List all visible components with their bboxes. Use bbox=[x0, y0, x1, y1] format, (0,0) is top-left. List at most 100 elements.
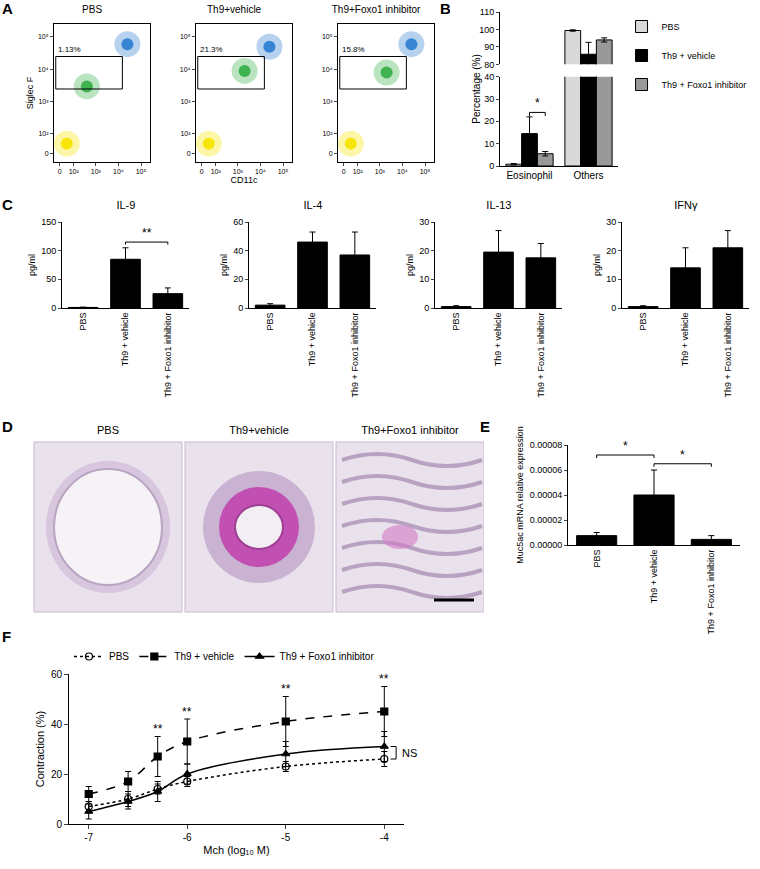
svg-text:Th9 + Foxo1 inhibitor: Th9 + Foxo1 inhibitor bbox=[536, 313, 546, 398]
svg-text:0.00002: 0.00002 bbox=[530, 515, 563, 525]
svg-text:0: 0 bbox=[329, 150, 333, 157]
svg-text:Th9 + vehicle: Th9 + vehicle bbox=[662, 51, 716, 61]
svg-text:Th9 + Foxo1 inhibitor: Th9 + Foxo1 inhibitor bbox=[163, 313, 173, 398]
svg-text:0: 0 bbox=[45, 150, 49, 157]
svg-text:90: 90 bbox=[484, 42, 494, 52]
svg-text:-7: -7 bbox=[84, 832, 93, 843]
svg-text:10⁴: 10⁴ bbox=[255, 168, 266, 175]
svg-text:10⁵: 10⁵ bbox=[38, 33, 49, 40]
svg-text:10⁴: 10⁴ bbox=[113, 168, 124, 175]
svg-text:-4: -4 bbox=[380, 832, 389, 843]
svg-text:PBS: PBS bbox=[638, 313, 648, 331]
svg-text:0: 0 bbox=[238, 303, 243, 313]
svg-text:Muc5ac mRNA relative expressio: Muc5ac mRNA relative expression bbox=[515, 426, 525, 564]
svg-text:10: 10 bbox=[484, 139, 494, 149]
svg-text:20: 20 bbox=[51, 769, 63, 780]
svg-text:20: 20 bbox=[606, 246, 616, 256]
svg-text:pg/ml: pg/ml bbox=[27, 254, 37, 276]
svg-text:80: 80 bbox=[484, 60, 494, 70]
svg-text:Th9 + Foxo1 inhibitor: Th9 + Foxo1 inhibitor bbox=[722, 313, 732, 398]
svg-text:10⁵: 10⁵ bbox=[180, 33, 191, 40]
svg-text:1.13%: 1.13% bbox=[58, 45, 81, 54]
svg-text:PBS: PBS bbox=[78, 313, 88, 331]
svg-text:-5: -5 bbox=[281, 832, 290, 843]
svg-text:10²: 10² bbox=[38, 130, 49, 137]
svg-text:Th9 + vehicle: Th9 + vehicle bbox=[120, 313, 130, 367]
svg-text:60: 60 bbox=[233, 217, 243, 227]
svg-text:0.00000: 0.00000 bbox=[530, 540, 563, 550]
svg-text:10⁴: 10⁴ bbox=[180, 66, 191, 73]
svg-text:10³: 10³ bbox=[180, 98, 191, 105]
svg-text:-6: -6 bbox=[183, 832, 192, 843]
svg-text:Th9 + Foxo1 inhibitor: Th9 + Foxo1 inhibitor bbox=[662, 80, 747, 90]
svg-text:Th9+vehicle: Th9+vehicle bbox=[229, 424, 289, 436]
svg-text:Percentage (%): Percentage (%) bbox=[471, 54, 482, 123]
svg-text:NS: NS bbox=[402, 747, 417, 759]
svg-text:0: 0 bbox=[342, 168, 346, 175]
svg-text:0: 0 bbox=[56, 819, 62, 830]
svg-text:Others: Others bbox=[573, 170, 603, 181]
svg-text:Eosinophil: Eosinophil bbox=[506, 170, 552, 181]
svg-text:0: 0 bbox=[58, 168, 62, 175]
svg-text:10⁵: 10⁵ bbox=[420, 168, 431, 175]
svg-text:Th9 + vehicle: Th9 + vehicle bbox=[649, 550, 659, 604]
svg-text:pg/ml: pg/ml bbox=[218, 254, 228, 276]
svg-text:*: * bbox=[535, 96, 540, 110]
svg-text:10⁴: 10⁴ bbox=[322, 66, 333, 73]
svg-text:10²: 10² bbox=[211, 168, 222, 175]
svg-text:21.3%: 21.3% bbox=[200, 45, 223, 54]
svg-text:50: 50 bbox=[46, 274, 56, 284]
svg-text:10³: 10³ bbox=[91, 168, 102, 175]
svg-text:PBS: PBS bbox=[662, 22, 680, 32]
svg-text:10⁴: 10⁴ bbox=[397, 168, 408, 175]
svg-text:CD11c: CD11c bbox=[231, 175, 258, 185]
svg-text:40: 40 bbox=[51, 719, 63, 730]
svg-text:10: 10 bbox=[419, 274, 429, 284]
svg-text:40: 40 bbox=[233, 246, 243, 256]
svg-text:10⁵: 10⁵ bbox=[322, 33, 333, 40]
svg-text:10: 10 bbox=[606, 274, 616, 284]
svg-text:10³: 10³ bbox=[233, 168, 244, 175]
svg-text:10²: 10² bbox=[180, 130, 191, 137]
svg-text:Th9 + vehicle: Th9 + vehicle bbox=[680, 313, 690, 367]
svg-text:10²: 10² bbox=[353, 168, 364, 175]
svg-text:10⁵: 10⁵ bbox=[136, 168, 147, 175]
svg-text:pg/ml: pg/ml bbox=[591, 254, 601, 276]
svg-text:10³: 10³ bbox=[38, 98, 49, 105]
svg-text:40: 40 bbox=[484, 72, 494, 82]
svg-text:15.8%: 15.8% bbox=[342, 45, 365, 54]
svg-text:10³: 10³ bbox=[375, 168, 386, 175]
svg-text:0.00004: 0.00004 bbox=[530, 490, 563, 500]
svg-text:0: 0 bbox=[187, 150, 191, 157]
svg-text:20: 20 bbox=[419, 246, 429, 256]
svg-text:IFNγ: IFNγ bbox=[674, 199, 698, 211]
svg-text:0: 0 bbox=[200, 168, 204, 175]
svg-text:pg/ml: pg/ml bbox=[405, 254, 415, 276]
svg-text:110: 110 bbox=[480, 7, 494, 17]
svg-text:*: * bbox=[623, 439, 628, 453]
svg-text:Th9 + Foxo1 inhibitor: Th9 + Foxo1 inhibitor bbox=[706, 550, 716, 635]
svg-text:PBS: PBS bbox=[97, 424, 119, 436]
svg-text:**: ** bbox=[142, 226, 152, 240]
svg-text:20: 20 bbox=[484, 116, 494, 126]
svg-text:PBS: PBS bbox=[592, 550, 602, 568]
svg-text:0.00008: 0.00008 bbox=[530, 440, 563, 450]
svg-text:0: 0 bbox=[51, 303, 56, 313]
svg-text:IL-13: IL-13 bbox=[486, 199, 511, 211]
svg-text:60: 60 bbox=[51, 669, 63, 680]
svg-text:**: ** bbox=[281, 682, 291, 696]
svg-text:10²: 10² bbox=[322, 130, 333, 137]
svg-text:20: 20 bbox=[233, 274, 243, 284]
svg-text:10²: 10² bbox=[69, 168, 80, 175]
svg-text:30: 30 bbox=[419, 217, 429, 227]
svg-text:100: 100 bbox=[479, 25, 494, 35]
svg-text:10⁴: 10⁴ bbox=[38, 66, 49, 73]
svg-text:PBS: PBS bbox=[451, 313, 461, 331]
svg-text:0.00006: 0.00006 bbox=[530, 465, 563, 475]
svg-text:*: * bbox=[680, 448, 685, 462]
svg-text:Th9 + vehicle: Th9 + vehicle bbox=[174, 651, 234, 662]
svg-text:10⁵: 10⁵ bbox=[278, 168, 289, 175]
svg-text:Th9 + Foxo1 inhibitor: Th9 + Foxo1 inhibitor bbox=[349, 313, 359, 398]
svg-text:PBS: PBS bbox=[82, 4, 102, 15]
svg-text:150: 150 bbox=[41, 217, 56, 227]
